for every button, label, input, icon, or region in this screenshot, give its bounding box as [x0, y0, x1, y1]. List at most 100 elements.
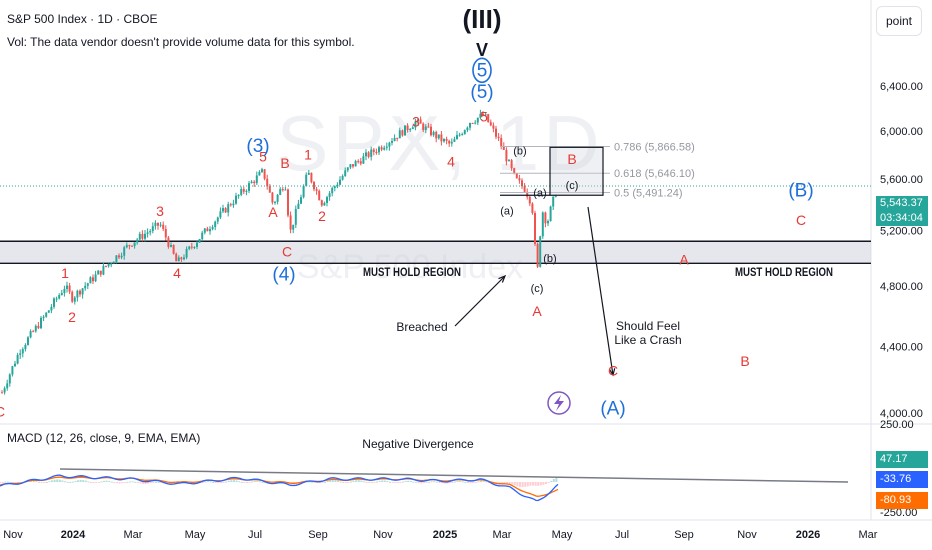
macd-histogram-bar — [428, 481, 430, 483]
macd-histogram-bar — [482, 480, 485, 482]
macd-histogram-bar — [438, 482, 441, 483]
macd-histogram-bar — [116, 482, 118, 484]
candle-body — [492, 125, 495, 129]
macd-histogram-bar — [129, 481, 131, 483]
macd-histogram-bar — [555, 477, 558, 482]
super-cycle-v-label: V — [476, 40, 488, 60]
super-cycle-label: (III) — [463, 4, 502, 34]
macd-indicator-title[interactable]: MACD (12, 26, close, 9, EMA, EMA) — [7, 431, 201, 445]
macd-histogram-bar — [376, 481, 378, 483]
macd-histogram-bar — [230, 480, 233, 482]
wave-label: (b) — [513, 145, 526, 157]
macd-histogram-bar — [214, 482, 217, 483]
candle-body — [352, 164, 354, 167]
candle-body — [414, 121, 417, 128]
candle-body — [203, 228, 206, 233]
candle-body — [474, 122, 477, 124]
candle-body — [349, 164, 352, 168]
macd-histogram-bar — [547, 482, 550, 483]
macd-histogram-bar — [446, 482, 449, 484]
macd-histogram-bar — [521, 482, 524, 488]
candle-body — [443, 139, 445, 142]
macd-histogram-bar — [84, 480, 87, 482]
macd-histogram-bar — [152, 482, 155, 483]
candle-body — [206, 228, 209, 232]
macd-histogram-bar — [131, 481, 134, 483]
candle-body — [279, 189, 282, 195]
candle-body — [214, 221, 217, 228]
macd-histogram-bar — [311, 481, 313, 483]
candle-body — [318, 190, 321, 201]
macd-histogram-bar — [545, 482, 547, 485]
negative-divergence-label: Negative Divergence — [362, 437, 474, 451]
macd-histogram-bar — [389, 481, 391, 483]
wave-label: (c) — [566, 180, 579, 192]
lightning-icon[interactable] — [547, 391, 571, 415]
macd-histogram-bar — [342, 482, 345, 483]
macd-histogram-bar — [74, 480, 77, 482]
macd-histogram-bar — [235, 480, 238, 482]
candle-body — [19, 353, 22, 355]
time-tick-label: Sep — [674, 529, 694, 541]
candle-body — [536, 243, 539, 267]
candle-body — [461, 134, 464, 136]
candle-body — [11, 366, 14, 375]
macd-histogram-bar — [537, 482, 540, 486]
candle-body — [341, 176, 344, 180]
candle-body — [333, 186, 336, 189]
macd-histogram-bar — [157, 481, 160, 483]
candle-body — [89, 277, 92, 284]
candle-body — [479, 113, 482, 118]
wave-label: 2 — [318, 208, 326, 224]
candle-body — [359, 161, 362, 164]
macd-histogram-bar — [461, 481, 464, 483]
macd-histogram-bar — [256, 480, 259, 482]
candle-body — [305, 174, 308, 186]
candle-body — [115, 255, 118, 262]
candle-body — [404, 125, 406, 136]
fib-level-label: 0.5 (5,491.24) — [614, 188, 683, 200]
candle-body — [362, 156, 365, 164]
macd-histogram-bar — [552, 478, 555, 482]
macd-histogram-bar — [227, 480, 230, 482]
wave-label: A — [679, 252, 689, 268]
macd-histogram-bar — [40, 482, 43, 483]
candle-body — [346, 167, 349, 171]
wave-label: (4) — [272, 264, 295, 285]
macd-histogram-bar — [147, 482, 150, 484]
candle-body — [281, 189, 284, 191]
candle-body — [344, 170, 347, 177]
macd-histogram-bar — [38, 481, 40, 483]
macd-histogram-bar — [368, 482, 371, 483]
candle-body — [476, 117, 479, 123]
candle-body — [463, 130, 466, 135]
macd-histogram-bar — [246, 482, 248, 483]
candle-body — [276, 194, 279, 202]
macd-histogram-bar — [155, 481, 157, 483]
candle-body — [118, 255, 120, 258]
candle-body — [183, 257, 185, 260]
macd-histogram-bar — [113, 482, 116, 483]
price-tick-label: 6,000.00 — [880, 126, 923, 138]
macd-histogram-bar — [344, 482, 347, 483]
macd-histogram-bar — [209, 481, 212, 483]
macd-histogram-bar — [365, 482, 368, 483]
candle-body — [440, 134, 443, 142]
point-button[interactable]: point — [876, 6, 922, 36]
wave-label: A — [532, 303, 542, 319]
candle-body — [326, 197, 328, 203]
macd-histogram-bar — [248, 482, 251, 483]
divergence-trendline — [59, 468, 849, 483]
candle-body — [339, 179, 341, 185]
wave-label: (a) — [533, 188, 546, 200]
macd-histogram-bar — [45, 481, 48, 483]
macd-histogram-bar — [90, 482, 92, 483]
candle-body — [502, 146, 505, 150]
candle-body — [547, 221, 549, 224]
candle-body — [34, 325, 37, 332]
macd-histogram-bar — [435, 481, 438, 483]
candle-body — [112, 261, 115, 264]
candle-body — [99, 270, 102, 275]
macd-histogram-bar — [134, 481, 137, 483]
macd-histogram-bar — [524, 482, 527, 487]
